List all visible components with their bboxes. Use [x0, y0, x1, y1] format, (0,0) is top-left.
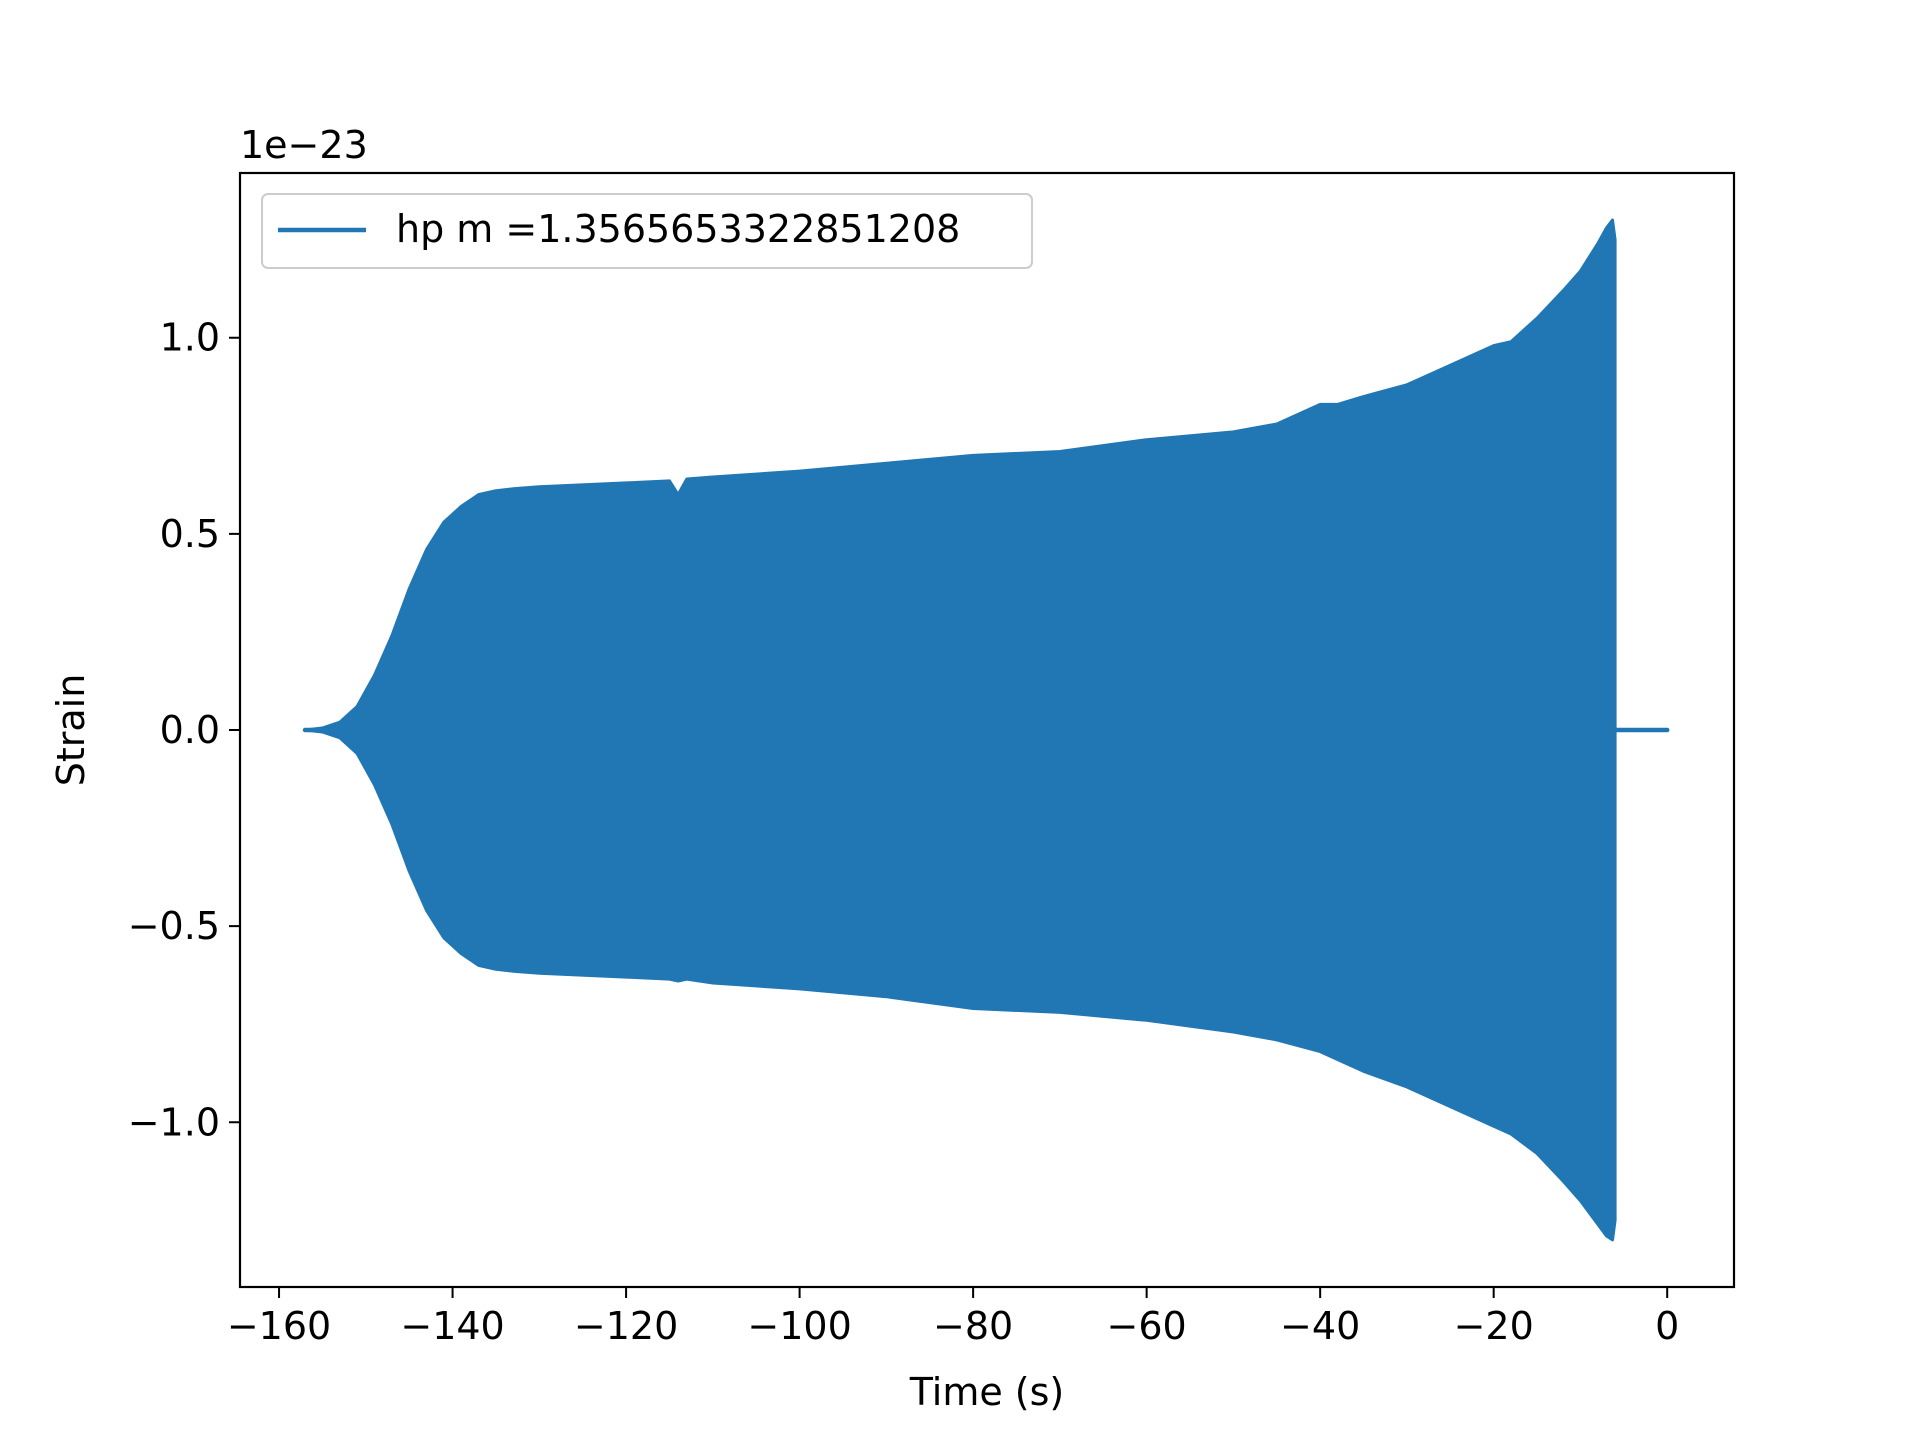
x-tick-label: 0 — [1655, 1304, 1679, 1348]
y-axis-ticks: −1.0 −0.5 0.0 0.5 1.0 — [128, 316, 240, 1144]
x-tick-label: −140 — [400, 1304, 504, 1348]
x-tick-label: −60 — [1107, 1304, 1187, 1348]
y-axis-label: Strain — [49, 674, 93, 787]
x-axis-ticks: −160 −140 −120 −100 −80 −60 −40 −20 0 — [227, 1287, 1679, 1348]
x-tick-label: −80 — [933, 1304, 1013, 1348]
x-tick-label: −160 — [227, 1304, 331, 1348]
legend-label: hp m =1.3565653322851208 — [396, 207, 960, 251]
y-tick-label: −0.5 — [128, 904, 220, 948]
x-tick-label: −100 — [747, 1304, 851, 1348]
x-axis-label: Time (s) — [909, 1370, 1065, 1414]
y-tick-label: −1.0 — [128, 1100, 220, 1144]
y-tick-label: 0.5 — [160, 512, 220, 556]
legend-box — [261, 193, 1033, 269]
y-offset-text: 1e−23 — [240, 123, 368, 167]
x-tick-label: −40 — [1280, 1304, 1360, 1348]
x-tick-label: −120 — [574, 1304, 678, 1348]
y-tick-label: 1.0 — [160, 316, 220, 360]
x-tick-label: −20 — [1454, 1304, 1534, 1348]
plot-area — [302, 218, 1670, 1242]
legend: hp m =1.3565653322851208 — [261, 193, 1033, 269]
y-tick-label: 0.0 — [160, 708, 220, 752]
